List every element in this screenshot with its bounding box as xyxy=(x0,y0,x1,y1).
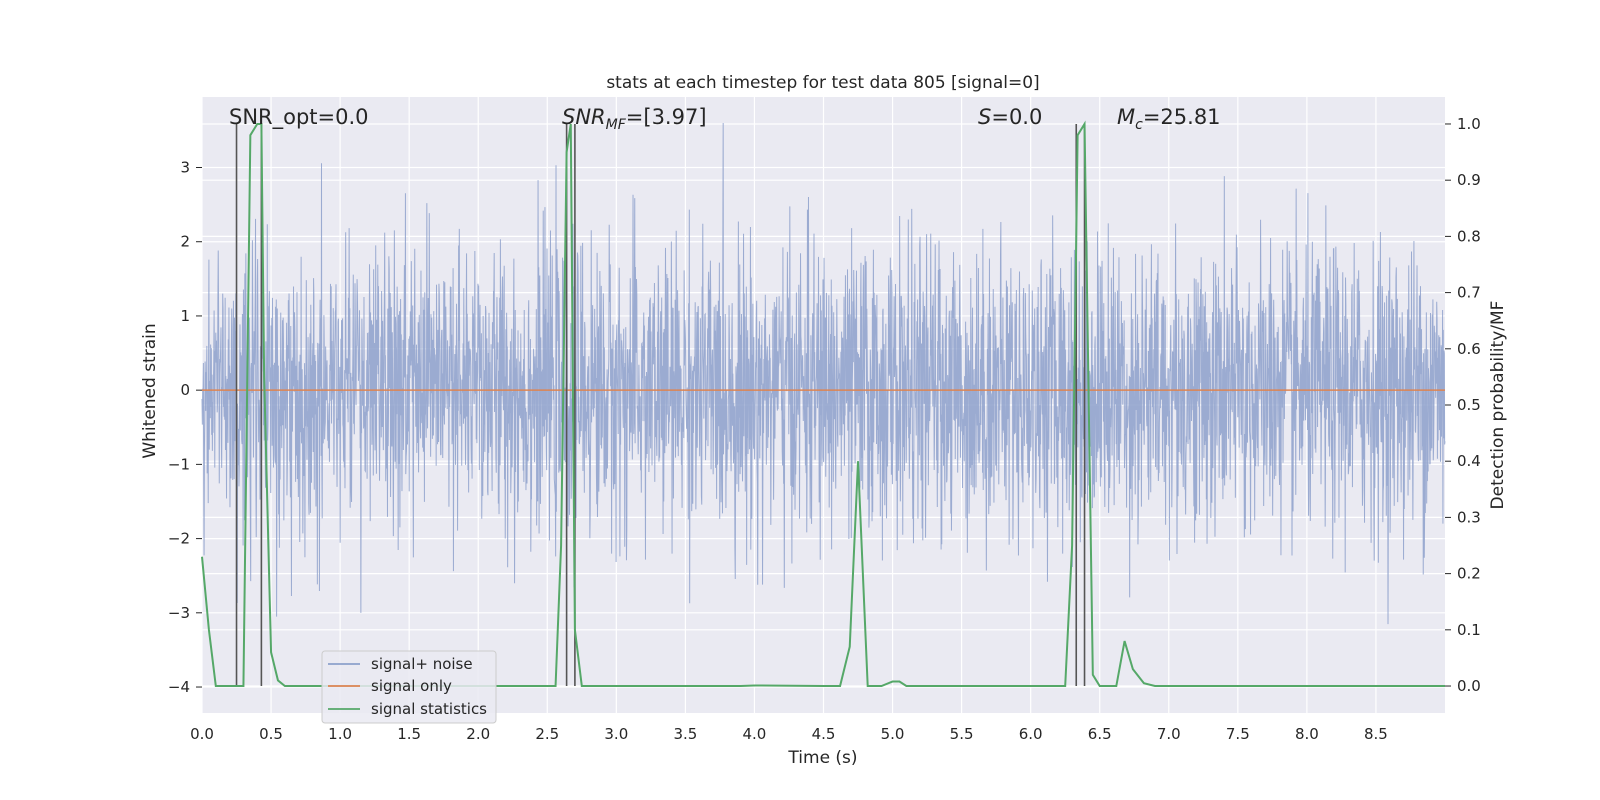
y-left-tick-label: 0 xyxy=(180,381,190,399)
x-ticks: 0.0 0.5 1.0 1.5 2.0 2.5 3.0 3.5 4.0 4.5 5.0 5.5 6.0 6… xyxy=(190,725,1388,743)
x-tick-label: 0.5 xyxy=(259,725,283,743)
y-right-tick-label: 0.7 xyxy=(1457,284,1481,302)
noise-line xyxy=(201,122,1446,625)
y-right-tick-label: 0.9 xyxy=(1457,171,1481,189)
y-left-axis-label: Whitened strain xyxy=(140,323,160,458)
y-right-tick-label: 0.6 xyxy=(1457,340,1481,358)
annotation-mc: Mc=25.81 xyxy=(1117,105,1221,133)
y-left-tick-label: 2 xyxy=(180,233,190,251)
y-left-tick-label: 1 xyxy=(180,307,190,325)
signal-statistics-series xyxy=(201,120,1446,688)
annotation-s: S=0.0 xyxy=(978,105,1042,129)
x-tick-label: 6.0 xyxy=(1019,725,1043,743)
annotation-part: M xyxy=(1117,105,1135,129)
x-tick-label: 7.5 xyxy=(1226,725,1250,743)
y-right-axis-label: Detection probability/MF xyxy=(1488,301,1508,510)
legend-label-statistics: signal statistics xyxy=(371,700,487,718)
legend-label-noise: signal+ noise xyxy=(371,655,473,673)
x-tick-label: 6.5 xyxy=(1088,725,1112,743)
annotation-snr-mf: SNRMF=[3.97] xyxy=(562,105,707,133)
y-right-tick-label: 0.3 xyxy=(1457,508,1481,526)
y-left-tick-label: −1 xyxy=(168,455,190,473)
x-tick-label: 2.0 xyxy=(466,725,490,743)
annotation-part: =0.0 xyxy=(991,105,1042,129)
x-tick-label: 5.0 xyxy=(881,725,905,743)
x-tick-label: 7.0 xyxy=(1157,725,1181,743)
y-right-tick-label: 0.1 xyxy=(1457,621,1481,639)
y-left-tick-label: 3 xyxy=(180,159,190,177)
annotation-part: SNR xyxy=(562,105,606,129)
annotations: SNR_opt=0.0 SNRMF=[3.97] S=0.0 Mc=25.81 xyxy=(229,105,1221,133)
x-tick-label: 8.0 xyxy=(1295,725,1319,743)
annotation-part: MF xyxy=(606,117,627,133)
x-tick-label: 4.5 xyxy=(812,725,836,743)
annotation-part: S xyxy=(978,105,991,129)
annotation-part: =25.81 xyxy=(1143,105,1221,129)
y-left-ticks: −4 −3 −2 −1 0 1 2 3 xyxy=(168,159,202,696)
chart-title: stats at each timestep for test data 805… xyxy=(606,73,1039,93)
legend-box xyxy=(321,650,497,724)
annotation-part: =[3.97] xyxy=(626,105,707,129)
y-right-tick-label: 0.2 xyxy=(1457,565,1481,583)
statistics-line xyxy=(201,120,1445,688)
annotation-part: SNR_opt=0.0 xyxy=(229,105,369,130)
y-right-tick-label: 0.0 xyxy=(1457,677,1481,695)
legend: signal+ noise signal only signal statist… xyxy=(321,650,497,724)
y-left-tick-label: −4 xyxy=(168,678,190,696)
x-tick-label: 5.5 xyxy=(950,725,974,743)
y-right-tick-label: 1.0 xyxy=(1457,115,1481,133)
y-left-tick-label: −2 xyxy=(168,530,190,548)
y-right-tick-label: 0.8 xyxy=(1457,227,1481,245)
annotation-snr-opt: SNR_opt=0.0 xyxy=(229,105,369,130)
x-tick-label: 1.5 xyxy=(397,725,421,743)
x-axis-label: Time (s) xyxy=(787,748,857,768)
y-left-tick-label: −3 xyxy=(168,604,190,622)
x-tick-label: 4.0 xyxy=(743,725,767,743)
x-tick-label: 2.5 xyxy=(535,725,559,743)
x-tick-label: 3.5 xyxy=(673,725,697,743)
legend-label-signal-only: signal only xyxy=(371,677,452,695)
x-tick-label: 3.0 xyxy=(604,725,628,743)
x-tick-label: 0.0 xyxy=(190,725,214,743)
y-right-tick-label: 0.4 xyxy=(1457,452,1481,470)
y-right-ticks: 0.0 0.1 0.2 0.3 0.4 0.5 0.6 0.7 0.8 0.9 1.0 xyxy=(1445,115,1481,695)
y-right-tick-label: 0.5 xyxy=(1457,396,1481,414)
noise-series xyxy=(201,122,1446,625)
x-tick-label: 8.5 xyxy=(1364,725,1388,743)
x-tick-label: 1.0 xyxy=(328,725,352,743)
annotation-part: c xyxy=(1135,117,1143,133)
